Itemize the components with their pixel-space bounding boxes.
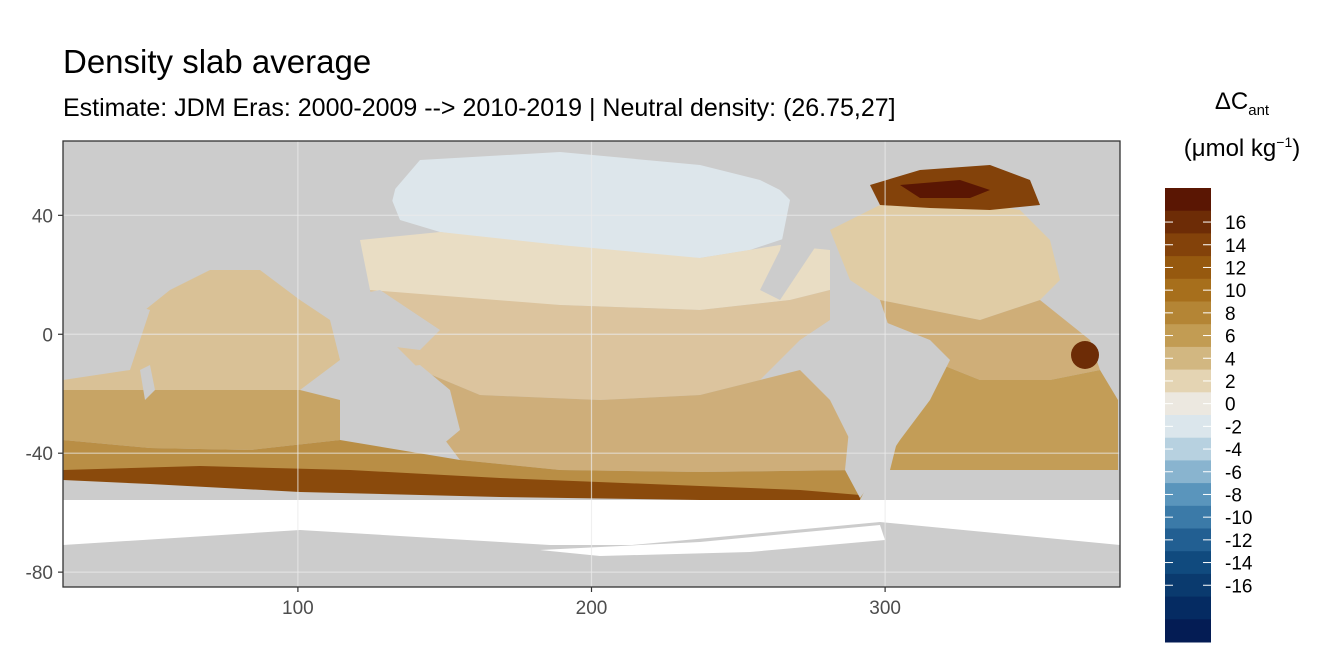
- colorbar-label: -16: [1225, 576, 1252, 597]
- colorbar-label: -4: [1225, 440, 1242, 461]
- colorbar-label: -8: [1225, 485, 1242, 506]
- colorbar-label: -2: [1225, 417, 1242, 438]
- y-tick-label: 40: [32, 206, 53, 227]
- plot-panel: [62, 140, 1121, 588]
- colorbar-segment: [1165, 188, 1211, 212]
- y-axis: 40 0 -40 -80: [26, 206, 63, 584]
- unmapped-antarctic-shelf: [540, 525, 885, 556]
- colorbar-label: 10: [1225, 281, 1246, 302]
- y-tick-label: -80: [26, 563, 53, 584]
- colorbar-segment: [1165, 528, 1211, 552]
- legend-subscript: ant: [1248, 101, 1270, 119]
- colorbar-segment: [1165, 573, 1211, 598]
- colorbar-segment: [1165, 324, 1211, 348]
- colorbar-segment: [1165, 551, 1211, 575]
- legend-symbol: ΔC: [1214, 88, 1249, 115]
- colorbar-segment: [1165, 278, 1211, 302]
- colorbar-label: -10: [1225, 508, 1252, 529]
- colorbar-segment: [1165, 210, 1211, 234]
- ocean-indian-south: [63, 390, 340, 450]
- land-europe: [1040, 141, 1120, 320]
- gridlines: [63, 141, 1120, 587]
- x-tick-label: 100: [282, 598, 314, 619]
- x-axis: 100 200 300: [282, 587, 901, 619]
- colorbar-segment: [1165, 619, 1211, 643]
- colorbar-label: 14: [1225, 236, 1247, 257]
- land-africa: [63, 300, 150, 380]
- ocean-north-atlantic: [830, 200, 1060, 320]
- colorbar-label: 12: [1225, 258, 1246, 279]
- ocean-gulf-of-guinea-hotspot: [1071, 341, 1099, 369]
- colorbar-segment: [1165, 256, 1211, 280]
- colorbar-segment: [1165, 392, 1211, 416]
- colorbar-label: 2: [1225, 372, 1236, 393]
- colorbar-segment: [1165, 301, 1211, 325]
- ocean-labrador-core: [900, 180, 990, 198]
- legend-unit-close: ): [1292, 135, 1301, 162]
- ocean-north-pacific-subtropics: [360, 232, 830, 310]
- ocean-tropical-pacific: [370, 290, 830, 400]
- legend-title-symbol: ΔCant: [1162, 88, 1322, 119]
- chart-subtitle: Estimate: JDM Eras: 2000-2009 --> 2010-2…: [63, 94, 896, 122]
- colorbar-segment: [1165, 460, 1211, 484]
- colorbar-segment: [1165, 415, 1211, 439]
- colorbar-segment: [1165, 369, 1211, 393]
- land-australia: [340, 365, 460, 455]
- colorbar-segment: [1165, 505, 1211, 529]
- y-tick-label: -40: [26, 444, 53, 465]
- colorbar-label: 8: [1225, 304, 1236, 325]
- colorbar-label: 4: [1225, 349, 1236, 370]
- colorbar-segment: [1165, 483, 1211, 507]
- legend-unit-sup: −1: [1276, 134, 1293, 150]
- ocean-south-pacific: [420, 370, 860, 472]
- colorbar-segment: [1165, 596, 1211, 620]
- land-asia: [63, 141, 420, 330]
- legend-title-unit: (μmol kg−1): [1162, 134, 1322, 163]
- colorbar-segment: [1165, 437, 1211, 461]
- legend-unit-open: (μmol kg: [1183, 135, 1277, 162]
- colorbar-label: 0: [1225, 395, 1236, 416]
- y-tick-label: 0: [42, 325, 53, 346]
- colorbar-segment: [1165, 233, 1211, 257]
- colorbar-segment: [1165, 346, 1211, 371]
- ocean-southern-front: [63, 466, 860, 502]
- colorbar-label: 16: [1225, 213, 1246, 234]
- land-north-america: [700, 141, 1000, 300]
- x-tick-label: 200: [576, 598, 608, 619]
- chart-title: Density slab average: [63, 43, 372, 80]
- colorbar-label: -6: [1225, 463, 1242, 484]
- ocean-north-pacific-subpolar: [390, 152, 810, 258]
- ocean-south-atlantic: [890, 360, 1118, 470]
- colorbar-label: -12: [1225, 531, 1252, 552]
- x-tick-label: 300: [869, 598, 901, 619]
- land-maritime-continent: [330, 290, 440, 350]
- land-madagascar: [140, 365, 155, 400]
- colorbar-label: 6: [1225, 327, 1236, 348]
- colorbar-label: -14: [1225, 554, 1253, 575]
